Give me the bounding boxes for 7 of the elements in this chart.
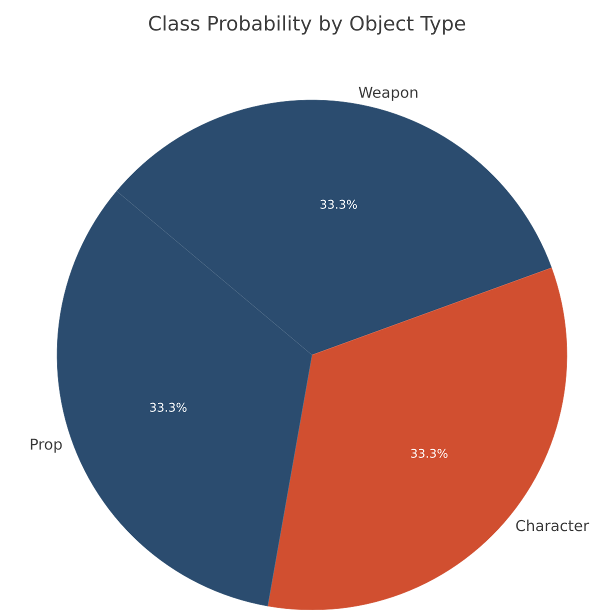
chart-title: Class Probability by Object Type (149, 15, 466, 35)
slice-label: Weapon (358, 86, 418, 101)
data-label: 33.3% (411, 448, 448, 458)
data-label: 33.3% (150, 402, 187, 412)
slice-label: Prop (30, 438, 62, 453)
slice-label: Character (516, 520, 590, 532)
data-label: 33.3% (320, 200, 357, 209)
